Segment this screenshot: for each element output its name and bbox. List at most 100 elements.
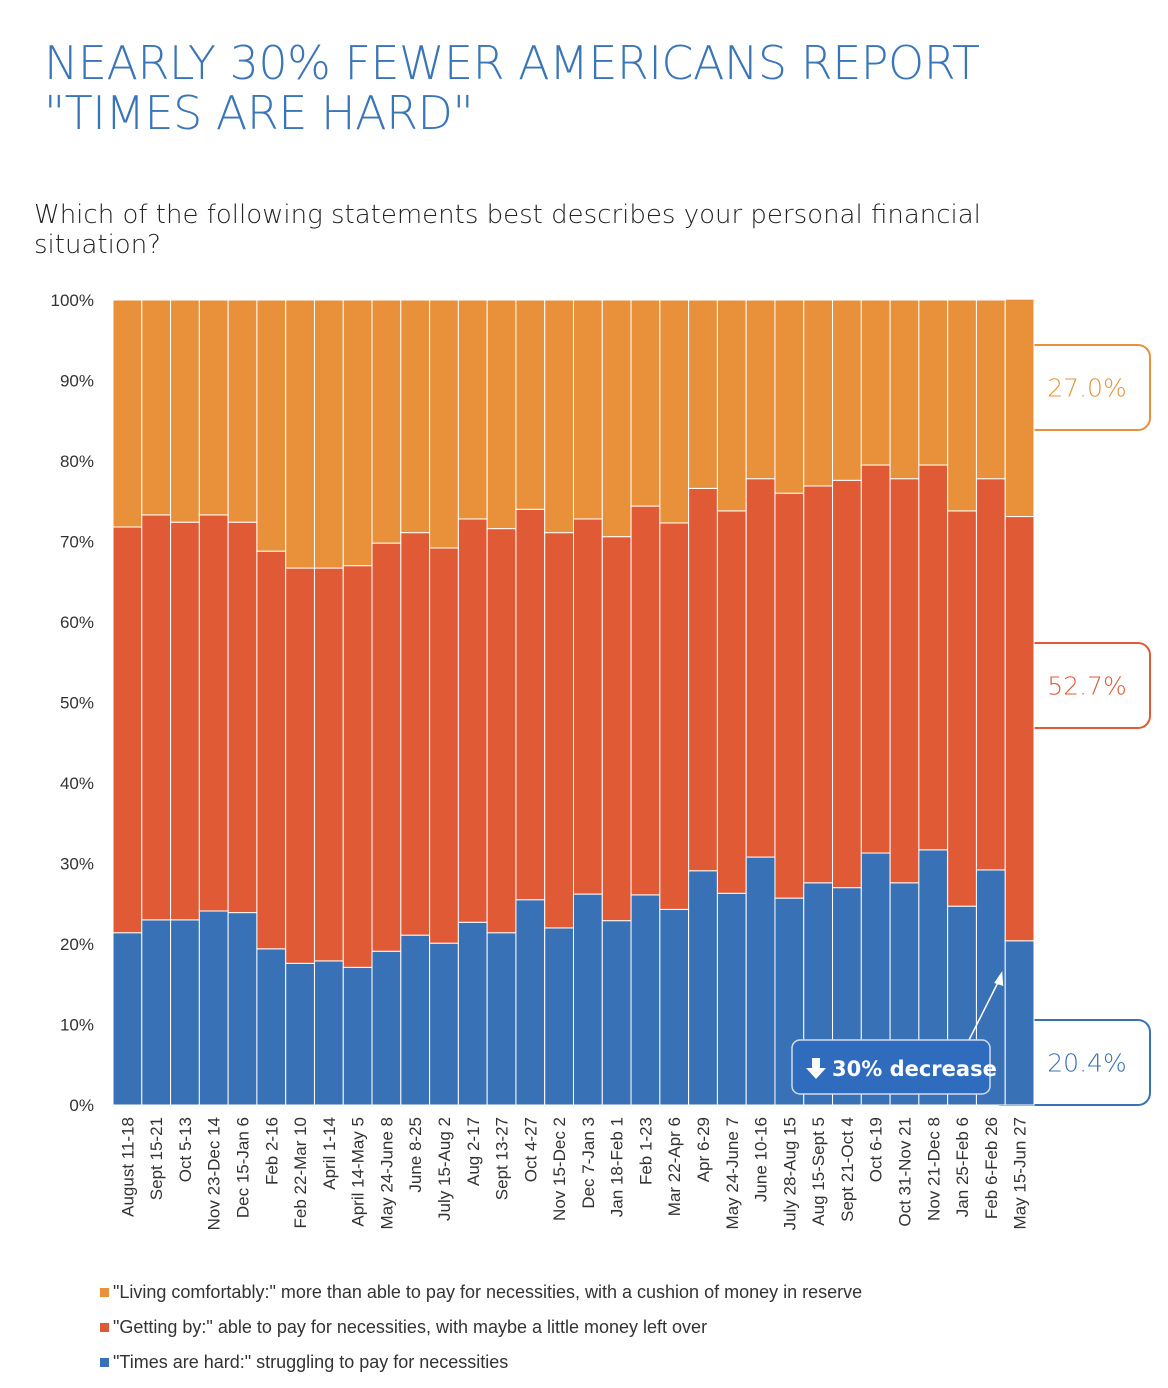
x-tick-label: Sept 15-21 bbox=[147, 1117, 166, 1200]
bar-segment-comfortable bbox=[112, 299, 143, 528]
bar-segment-hard bbox=[256, 948, 287, 1106]
x-tick-label: Jan 18-Feb 1 bbox=[608, 1117, 627, 1217]
x-tick-label: Nov 15-Dec 2 bbox=[550, 1117, 569, 1221]
bar-segment-comfortable bbox=[659, 299, 690, 524]
bar-segment-comfortable bbox=[630, 299, 661, 507]
bar-segment-hard bbox=[170, 919, 200, 1106]
bar-segment-getting-by bbox=[860, 464, 891, 854]
bar-segment-getting-by bbox=[457, 518, 488, 923]
legend-item: "Living comfortably:" more than able to … bbox=[100, 1275, 862, 1310]
bar-segment-getting-by bbox=[688, 487, 718, 872]
x-tick-label: Feb 22-Mar 10 bbox=[291, 1117, 310, 1229]
legend-item: "Times are hard:" struggling to pay for … bbox=[100, 1345, 862, 1380]
bar-segment-comfortable bbox=[256, 299, 287, 552]
bar-segment-getting-by bbox=[659, 522, 690, 910]
bar-segment-comfortable bbox=[515, 299, 546, 510]
bar-segment-comfortable bbox=[889, 299, 920, 480]
bar-segment-comfortable bbox=[947, 299, 977, 512]
bar-segment-hard bbox=[688, 870, 718, 1106]
x-tick-label: Sept 13-27 bbox=[493, 1117, 512, 1200]
bar-segment-comfortable bbox=[573, 299, 603, 520]
stacked-bar-chart: 27.0% 52.7% 20.4% 0% 10% 20% 30% 40% 50% 60% 70% 80… bbox=[51, 291, 1151, 1230]
bar-segment-getting-by bbox=[112, 526, 143, 934]
bar-segment-getting-by bbox=[170, 521, 200, 921]
x-tick-label: Dec 15-Jan 6 bbox=[234, 1117, 253, 1218]
bar-segment-hard bbox=[573, 893, 603, 1106]
bar-segment-hard bbox=[112, 932, 143, 1106]
bar-segment-hard bbox=[486, 932, 517, 1106]
x-tick-label: Aug 2-17 bbox=[464, 1117, 483, 1186]
legend-swatch bbox=[100, 1288, 109, 1297]
bar-segment-getting-by bbox=[745, 478, 776, 858]
bar-segment-hard bbox=[716, 892, 747, 1106]
bar-segment-getting-by bbox=[832, 479, 862, 889]
y-tick-label: 90% bbox=[60, 372, 94, 391]
legend-label: "Times are hard:" struggling to pay for … bbox=[113, 1352, 509, 1372]
legend: "Living comfortably:" more than able to … bbox=[100, 1275, 862, 1380]
x-tick-label: Feb 2-16 bbox=[262, 1117, 281, 1185]
bar-segment-hard bbox=[429, 942, 459, 1106]
y-tick-label: 60% bbox=[60, 613, 94, 632]
bar-segment-comfortable bbox=[170, 299, 200, 523]
y-tick-label: 50% bbox=[60, 694, 94, 713]
bar-segment-hard bbox=[285, 962, 315, 1106]
x-tick-label: June 8-25 bbox=[406, 1117, 425, 1193]
bar-segment-hard bbox=[400, 934, 431, 1106]
x-tick-label: Feb 1-23 bbox=[636, 1117, 655, 1185]
annotation-arrow bbox=[967, 977, 1001, 1043]
bar-segment-hard bbox=[630, 894, 661, 1106]
bar-segment-hard bbox=[313, 960, 344, 1106]
bar-segment-getting-by bbox=[371, 542, 402, 952]
y-tick-label: 20% bbox=[60, 935, 94, 954]
x-tick-label: May 24-June 7 bbox=[723, 1117, 742, 1229]
y-tick-label: 40% bbox=[60, 774, 94, 793]
bar-segment-getting-by bbox=[256, 550, 287, 950]
bar-segment-getting-by bbox=[429, 547, 459, 944]
x-tick-label: May 24-June 8 bbox=[377, 1117, 396, 1229]
bar-segment-getting-by bbox=[716, 510, 747, 894]
x-tick-label: April 1-14 bbox=[320, 1117, 339, 1190]
bar-segment-getting-by bbox=[198, 514, 229, 912]
bar-segment-getting-by bbox=[400, 532, 431, 936]
annotation-text: 30% decrease bbox=[832, 1057, 997, 1081]
bar-segment-comfortable bbox=[745, 299, 776, 480]
bar-segment-getting-by bbox=[342, 565, 373, 968]
bar-segment-hard bbox=[659, 908, 690, 1106]
callout-label: 52.7% bbox=[1047, 672, 1126, 701]
x-tick-label: Oct 6-19 bbox=[867, 1117, 886, 1182]
x-tick-label: Oct 5-13 bbox=[176, 1117, 195, 1182]
bar-segment-comfortable bbox=[918, 299, 949, 466]
arrow-down-icon bbox=[806, 1058, 826, 1079]
x-tick-label: Sept 21-Oct 4 bbox=[838, 1117, 857, 1222]
y-tick-label: 80% bbox=[60, 452, 94, 471]
bar-segment-getting-by bbox=[515, 508, 546, 901]
x-tick-label: Nov 23-Dec 14 bbox=[205, 1117, 224, 1230]
bar-segment-getting-by bbox=[774, 492, 805, 899]
x-tick-label: Mar 22-Apr 6 bbox=[665, 1117, 684, 1216]
bar-segment-getting-by bbox=[975, 478, 1006, 871]
arrow-head-icon bbox=[994, 971, 1004, 986]
bar-segment-getting-by bbox=[918, 464, 949, 851]
bar-segment-comfortable bbox=[285, 299, 315, 569]
bar-segment-hard bbox=[1004, 940, 1035, 1106]
bar-segment-hard bbox=[198, 910, 229, 1106]
x-tick-label: April 14-May 5 bbox=[349, 1117, 368, 1227]
x-tick-label: Jan 25-Feb 6 bbox=[953, 1117, 972, 1217]
bar-segment-getting-by bbox=[803, 485, 834, 884]
annotation-box bbox=[791, 1039, 991, 1095]
x-tick-label: June 10-16 bbox=[752, 1117, 771, 1202]
bar-segment-comfortable bbox=[457, 299, 488, 520]
x-tick-label: Feb 6-Feb 26 bbox=[982, 1117, 1001, 1219]
bar-segment-comfortable bbox=[371, 299, 402, 544]
bar-segment-getting-by bbox=[889, 478, 920, 884]
y-tick-label: 30% bbox=[60, 855, 94, 874]
bar-segment-comfortable bbox=[860, 299, 891, 466]
x-tick-label: Apr 6-29 bbox=[694, 1117, 713, 1182]
x-tick-label: July 15-Aug 2 bbox=[435, 1117, 454, 1221]
x-tick-label: August 11-18 bbox=[118, 1117, 137, 1217]
bar-segment-comfortable bbox=[198, 299, 229, 516]
bar-segment-comfortable bbox=[400, 299, 431, 534]
y-tick-label: 100% bbox=[51, 291, 94, 310]
bar-segment-getting-by bbox=[573, 518, 603, 895]
bar-segment-hard bbox=[141, 919, 172, 1106]
